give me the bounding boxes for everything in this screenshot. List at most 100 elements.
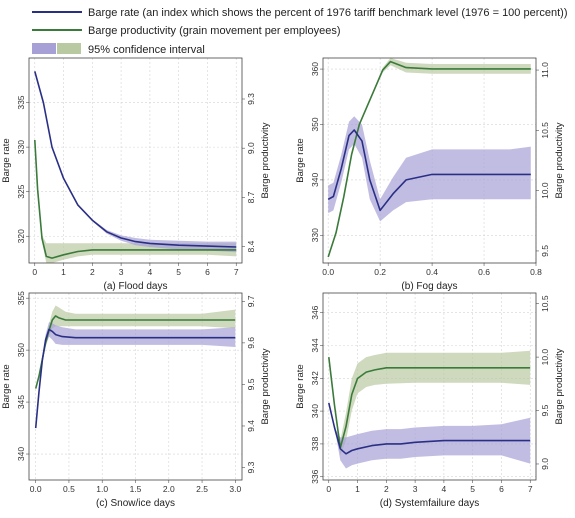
x-tick-label: 7 xyxy=(234,267,239,277)
productivity-line xyxy=(327,60,531,258)
y-right-tick-label: 9.6 xyxy=(246,337,256,349)
x-tick-label: 2 xyxy=(90,267,95,277)
y-left-tick-label: 360 xyxy=(310,62,320,76)
y-left-tick-label: 330 xyxy=(310,228,320,242)
rate-line xyxy=(327,129,531,212)
y-left-tick-label: 346 xyxy=(310,305,320,319)
legend-ci-swatch-productivity xyxy=(57,43,81,54)
y-left-tick-label: 350 xyxy=(16,343,26,357)
y-left-label: Barge rate xyxy=(295,138,306,182)
y-right-tick-label: 11.0 xyxy=(540,62,550,78)
x-tick-label: 1.0 xyxy=(96,484,108,494)
panel-4: 0 1 2 3 4 5 6 7 336 338 340 342 344 346 9.0 9.5 10.0 10.5… xyxy=(295,292,565,509)
legend-rate-label: Barge rate (an index which shows the per… xyxy=(88,7,568,19)
panel-caption: (c) Snow/ice days xyxy=(96,498,175,509)
panel-2: 0.0 0.2 0.4 0.6 0.8 330 340 350 360 9.5 10.0 10.5 11… xyxy=(295,57,565,292)
y-left-label: Barge rate xyxy=(1,364,12,408)
y-right-tick-label: 9.0 xyxy=(246,142,256,154)
x-tick-label: 0 xyxy=(32,267,37,277)
y-right-tick-label: 9.5 xyxy=(246,378,256,390)
plot-frame xyxy=(28,292,243,481)
productivity-ci-band xyxy=(35,305,236,389)
x-tick-label: 1 xyxy=(355,484,360,494)
x-tick-label: 3 xyxy=(119,267,124,277)
panel-caption: (d) Systemfailure days xyxy=(380,498,479,509)
y-left-tick-label: 335 xyxy=(16,95,26,109)
x-tick-label: 3 xyxy=(413,484,418,494)
x-tick-label: 0 xyxy=(326,484,331,494)
x-tick-label: 3.0 xyxy=(229,484,241,494)
y-left-tick-label: 345 xyxy=(16,395,26,409)
x-tick-label: 4 xyxy=(148,267,153,277)
x-tick-label: 2.5 xyxy=(196,484,208,494)
y-left-tick-label: 340 xyxy=(310,404,320,418)
legend-ci-swatch-rate xyxy=(32,43,56,54)
x-tick-label: 1.5 xyxy=(130,484,142,494)
legend-productivity-label: Barge productivity (grain movement per e… xyxy=(88,25,341,37)
x-tick-label: 6 xyxy=(205,267,210,277)
x-tick-label: 0.2 xyxy=(374,267,386,277)
y-right-tick-label: 10.0 xyxy=(540,182,550,199)
y-left-tick-label: 344 xyxy=(310,338,320,352)
productivity-ci-band xyxy=(328,350,531,456)
panel-1: 0 1 2 3 4 5 6 7 320 325 330 335 8.4 8.7 9.0 9.3 Barge ra… xyxy=(1,57,271,292)
y-right-tick-label: 9.5 xyxy=(540,404,550,416)
x-tick-label: 5 xyxy=(176,267,181,277)
y-right-label: Barge productivity xyxy=(260,348,271,424)
rate-line xyxy=(328,402,531,455)
y-right-tick-label: 10.5 xyxy=(540,122,550,139)
x-tick-label: 0.0 xyxy=(30,484,42,494)
plot-frame xyxy=(322,292,537,481)
rate-line xyxy=(34,328,236,429)
y-left-tick-label: 336 xyxy=(310,469,320,483)
y-left-tick-label: 320 xyxy=(16,229,26,243)
y-right-tick-label: 10.0 xyxy=(540,349,550,366)
productivity-line xyxy=(328,357,531,449)
y-left-tick-label: 338 xyxy=(310,437,320,451)
panel-caption: (a) Flood days xyxy=(104,281,168,292)
y-left-label: Barge rate xyxy=(1,138,12,182)
y-left-tick-label: 340 xyxy=(16,447,26,461)
y-right-tick-label: 9.3 xyxy=(246,93,256,105)
legend: Barge rate (an index which shows the per… xyxy=(32,7,568,56)
rate-ci-band xyxy=(34,71,237,253)
y-right-label: Barge productivity xyxy=(260,122,271,198)
x-tick-label: 2.0 xyxy=(163,484,175,494)
legend-ci-label: 95% confidence interval xyxy=(88,44,205,56)
y-right-tick-label: 10.5 xyxy=(540,295,550,312)
y-right-tick-label: 8.4 xyxy=(246,240,256,252)
y-left-tick-label: 340 xyxy=(310,173,320,187)
panel-3: 0.0 0.5 1.0 1.5 2.0 2.5 3.0 340 345 350 355 9.3 9.4 9… xyxy=(1,291,271,509)
x-tick-label: 0.5 xyxy=(63,484,75,494)
x-tick-label: 0.0 xyxy=(322,267,334,277)
y-left-label: Barge rate xyxy=(295,364,306,408)
rate-ci-band xyxy=(328,402,531,469)
x-tick-label: 1 xyxy=(61,267,66,277)
plot-frame xyxy=(28,57,243,264)
y-left-tick-label: 342 xyxy=(310,371,320,385)
y-right-tick-label: 9.0 xyxy=(540,458,550,470)
y-right-tick-label: 9.3 xyxy=(246,461,256,473)
y-right-label: Barge productivity xyxy=(554,122,565,198)
y-left-tick-label: 330 xyxy=(16,140,26,154)
rate-ci-band xyxy=(328,116,531,222)
productivity-line xyxy=(34,139,237,259)
x-tick-label: 0.4 xyxy=(426,267,438,277)
plot-frame xyxy=(322,57,537,264)
y-left-tick-label: 350 xyxy=(310,117,320,131)
x-tick-label: 5 xyxy=(470,484,475,494)
x-tick-label: 6 xyxy=(499,484,504,494)
y-left-tick-label: 355 xyxy=(16,291,26,305)
panel-caption: (b) Fog days xyxy=(401,281,457,292)
rate-line xyxy=(34,71,237,248)
x-tick-label: 0.6 xyxy=(478,267,490,277)
x-tick-label: 2 xyxy=(384,484,389,494)
x-tick-label: 7 xyxy=(528,484,533,494)
y-left-tick-label: 325 xyxy=(16,184,26,198)
y-right-tick-label: 8.7 xyxy=(246,191,256,203)
y-right-tick-label: 9.5 xyxy=(540,245,550,257)
y-right-label: Barge productivity xyxy=(554,348,565,424)
x-tick-label: 0.8 xyxy=(530,267,542,277)
